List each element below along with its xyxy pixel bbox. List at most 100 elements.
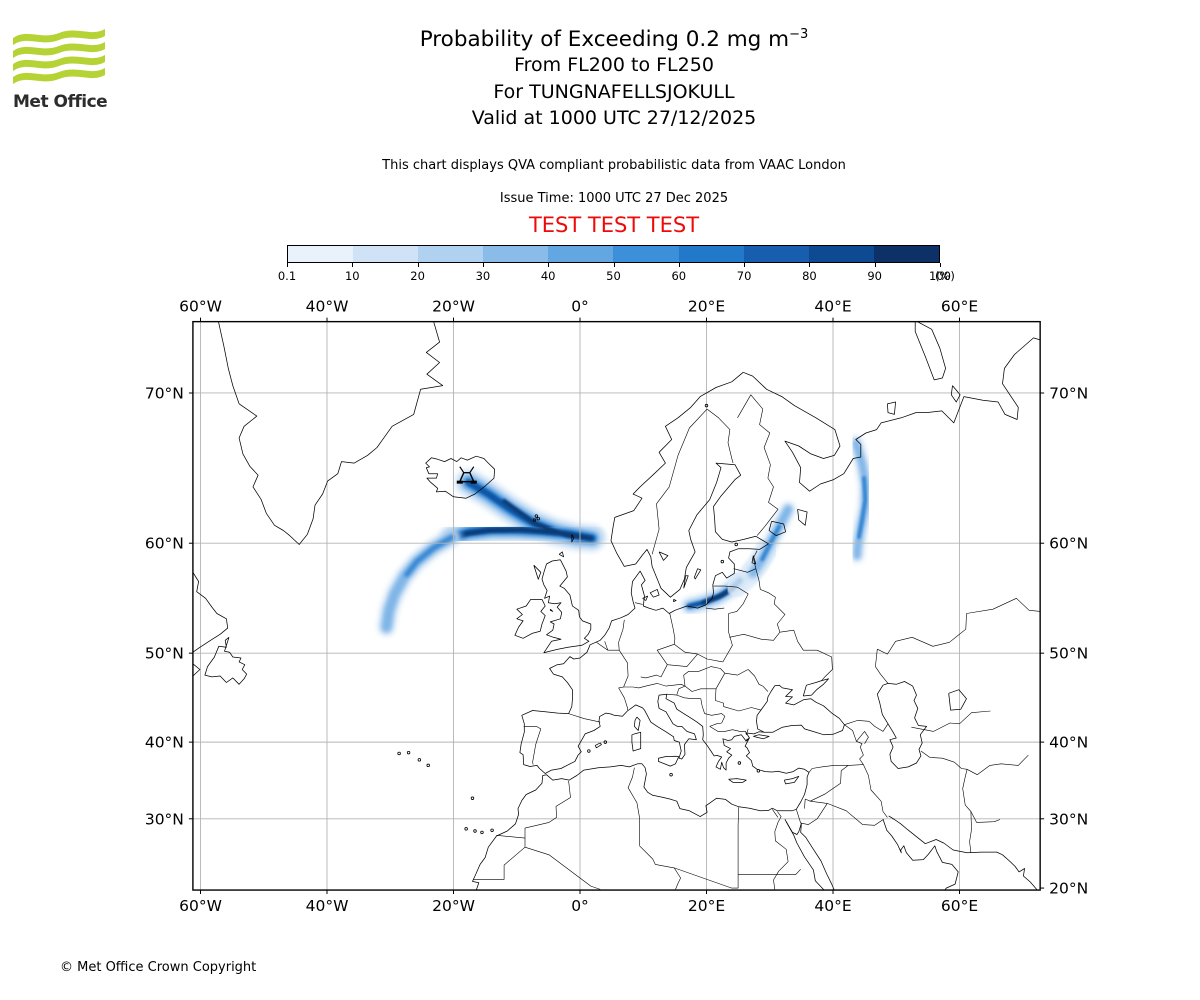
border: [724, 669, 749, 676]
island-dot: [536, 516, 540, 521]
lat-label-left: 40°N: [145, 734, 184, 752]
coastline: [192, 663, 201, 677]
border: [808, 764, 864, 773]
coastline: [784, 819, 835, 891]
island-dot: [480, 830, 484, 835]
lat-label-right: 60°N: [1049, 535, 1088, 553]
coastline: [785, 821, 825, 891]
lon-label-bottom: 0°: [571, 897, 589, 915]
country-borders: [473, 394, 1041, 890]
white-sea-plume-core: [856, 476, 868, 539]
border: [706, 408, 734, 464]
island-dot: [603, 740, 607, 744]
border: [737, 394, 764, 418]
coastline: [743, 337, 1041, 492]
logo-wave: [13, 55, 105, 71]
border: [524, 846, 601, 890]
title-block: Probability of Exceeding 0.2 mg m−3 From…: [28, 27, 1200, 132]
island-dot: [417, 758, 422, 762]
subtitle-flight-levels: From FL200 to FL250: [514, 54, 714, 77]
lon-label-top: 60°W: [179, 298, 222, 316]
colorbar-segment: [613, 246, 679, 262]
island-dot: [473, 829, 477, 833]
colorbar-unit: (%): [935, 269, 955, 283]
coastline: [472, 738, 810, 891]
border: [800, 803, 828, 825]
island-dot: [720, 559, 725, 564]
colorbar-segment: [483, 246, 549, 262]
lon-label-top: 20°W: [432, 298, 475, 316]
map-inner: [192, 321, 1041, 891]
border: [875, 649, 889, 684]
border: [760, 589, 786, 633]
coastline: [887, 401, 896, 415]
island-dot: [490, 828, 494, 832]
volcano-marker-icon: [456, 466, 477, 484]
border: [700, 698, 705, 714]
lat-label-right: 50°N: [1049, 645, 1088, 663]
border: [772, 809, 779, 818]
border: [877, 598, 1041, 655]
island-dot: [470, 796, 475, 800]
border: [618, 687, 628, 711]
border: [674, 867, 739, 889]
border: [779, 629, 833, 681]
lat-label-left: 50°N: [145, 645, 184, 663]
colorbar-segments: [287, 245, 940, 263]
coastline: [533, 564, 542, 580]
lon-label-bottom: 20°W: [432, 897, 475, 915]
colorbar-tick: [809, 263, 811, 267]
colorbar-segment: [353, 246, 419, 262]
border: [618, 619, 625, 643]
logo-wave: [13, 42, 105, 58]
colorbar-tick-label: 30: [475, 269, 491, 283]
coastline: [558, 551, 564, 558]
border: [911, 726, 934, 732]
coastline: [594, 742, 602, 749]
border: [756, 409, 779, 536]
colorbar-tick-label: 70: [736, 269, 752, 283]
border: [634, 602, 643, 605]
border: [683, 666, 726, 687]
colorbar-segment: [743, 246, 809, 262]
coastline: [519, 372, 845, 774]
coastline: [914, 321, 946, 381]
qva-disclaimer: This chart displays QVA compliant probab…: [382, 158, 846, 173]
border: [844, 720, 889, 732]
island-dot: [426, 763, 430, 768]
ash-plumes: [378, 436, 873, 636]
colorbar-tick-label: 100: [929, 269, 951, 283]
border: [728, 593, 749, 614]
colorbar-tick-label: 60: [671, 269, 687, 283]
colorbar-tick: [874, 263, 876, 267]
border: [920, 750, 968, 770]
colorbar-tick: [548, 263, 550, 267]
lat-label-right: 30°N: [1049, 810, 1088, 828]
island-dot: [704, 403, 709, 408]
title-exponent: −3: [789, 27, 809, 42]
colorbar-tick-label: 20: [410, 269, 425, 283]
subtitle-valid-time: Valid at 1000 UTC 27/12/2025: [471, 107, 757, 130]
coastline: [802, 678, 829, 697]
graticule: [192, 321, 1041, 891]
lat-label-right: 40°N: [1049, 734, 1088, 752]
border: [856, 731, 869, 744]
coastline: [783, 775, 800, 785]
colorbar-segment: [873, 246, 939, 262]
coastline: [876, 681, 927, 769]
colorbar-tick-label: 0.1: [277, 269, 297, 283]
lat-label-left: 70°N: [145, 384, 184, 402]
island-dot: [406, 750, 411, 755]
probability-colorbar: (%) 0.1 10 20 30 40 50 60 70 80 90 100: [278, 245, 1007, 290]
copyright-notice: © Met Office Crown Copyright: [60, 960, 257, 975]
island-dot: [587, 749, 591, 753]
lat-label-left: 30°N: [145, 810, 184, 828]
coastline: [218, 321, 444, 545]
logo-wave: [13, 29, 105, 45]
lon-label-top: 40°W: [306, 298, 349, 316]
border: [627, 767, 640, 846]
coastline: [649, 589, 660, 598]
border: [715, 688, 761, 712]
coastline: [204, 637, 248, 685]
